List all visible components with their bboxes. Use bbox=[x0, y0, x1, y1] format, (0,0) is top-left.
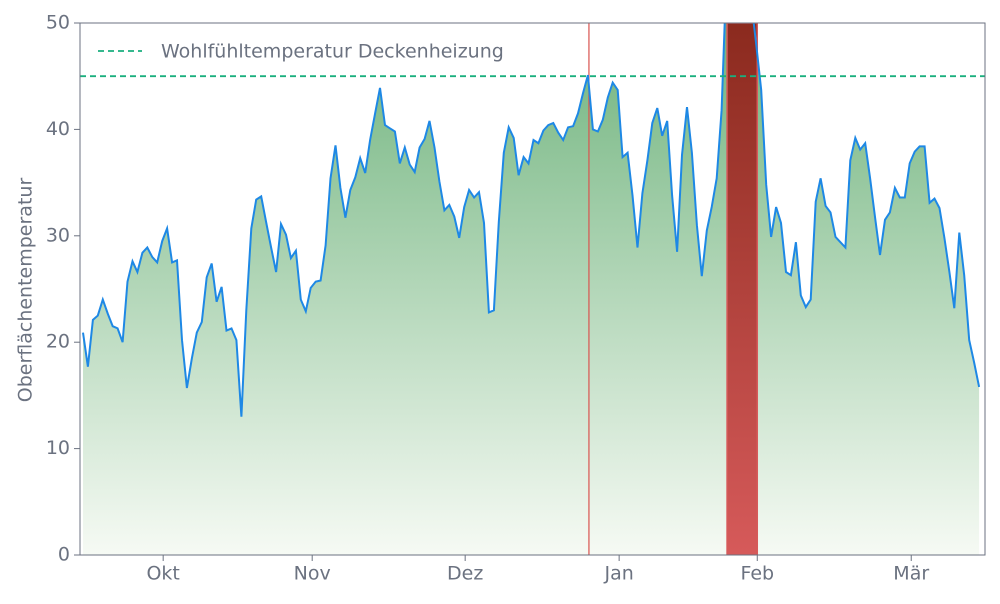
x-tick-label: Feb bbox=[740, 563, 774, 585]
legend-label: Wohlfühltemperatur Deckenheizung bbox=[161, 41, 504, 63]
y-axis-label: Oberflächentemperatur bbox=[15, 178, 37, 403]
x-tick-label: Nov bbox=[294, 563, 331, 585]
highlight-band bbox=[726, 23, 759, 555]
plot-frame bbox=[79, 22, 986, 556]
x-tick-label: Dez bbox=[447, 563, 483, 585]
x-tick-label: Okt bbox=[146, 563, 179, 585]
x-tick-label: Mär bbox=[893, 563, 929, 585]
y-tick-label: 10 bbox=[46, 437, 70, 459]
plot-area bbox=[80, 23, 985, 555]
y-tick-label: 30 bbox=[46, 224, 70, 246]
area-fill bbox=[83, 23, 980, 555]
x-tick-label: Jan bbox=[603, 563, 633, 585]
y-tick-label: 20 bbox=[46, 331, 70, 353]
y-tick-label: 0 bbox=[58, 544, 70, 566]
y-tick-label: 40 bbox=[46, 118, 70, 140]
y-tick-label: 50 bbox=[46, 12, 70, 34]
line bbox=[82, 23, 981, 417]
